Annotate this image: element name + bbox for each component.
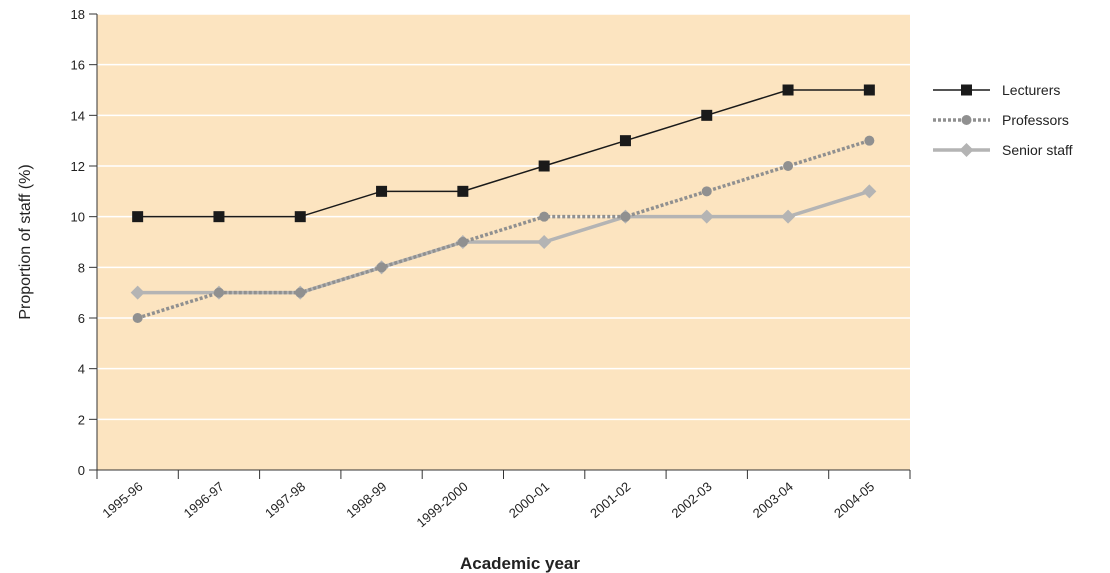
data-point (132, 211, 144, 223)
axes (89, 13, 911, 479)
legend-label: Lecturers (1002, 82, 1060, 98)
data-point (783, 161, 794, 171)
y-tick-label: 6 (78, 311, 85, 326)
data-point (537, 235, 552, 249)
legend-item: Lecturers (933, 82, 1060, 98)
series-group (130, 84, 877, 323)
x-tick-label: 2003-04 (750, 479, 796, 521)
data-point (457, 185, 469, 197)
x-axis-title: Academic year (460, 554, 580, 573)
legend-label: Professors (1002, 112, 1069, 128)
data-point (862, 184, 877, 199)
x-tick-label: 1996-97 (181, 479, 227, 521)
data-point (781, 209, 796, 224)
data-point (457, 237, 468, 247)
data-point (864, 135, 875, 146)
y-tick-labels: 0 2 4 6 8 10 12 14 16 18 (71, 7, 85, 478)
x-tick-label: 2000-01 (506, 479, 552, 521)
grid-lines (97, 13, 910, 421)
y-tick-label: 12 (71, 159, 85, 174)
x-tick-label: 1998-99 (343, 479, 389, 521)
data-point (213, 211, 225, 223)
series-line (137, 138, 870, 320)
legend-marker (961, 115, 972, 125)
x-tick-labels: 1995-96 1996-97 1997-98 1998-99 1999-2000 200… (99, 479, 877, 530)
y-tick-label: 4 (78, 362, 85, 377)
legend-marker (961, 84, 972, 96)
data-point (539, 211, 550, 222)
data-point (782, 84, 794, 96)
x-tick-label: 2002-03 (668, 479, 714, 521)
x-tick-label: 1999-2000 (414, 479, 471, 530)
y-tick-label: 16 (71, 58, 85, 73)
legend-item: Senior staff (933, 142, 1073, 158)
data-point (619, 135, 631, 147)
data-point (863, 84, 875, 96)
data-point (376, 185, 388, 197)
y-tick-label: 14 (71, 108, 85, 123)
data-point (701, 109, 713, 121)
data-point (294, 211, 306, 223)
x-tick-label: 1995-96 (99, 479, 145, 521)
data-point (699, 209, 714, 224)
data-point (620, 211, 631, 222)
y-tick-label: 2 (78, 412, 85, 427)
data-point (213, 287, 224, 298)
data-point (538, 160, 550, 172)
data-point (295, 287, 306, 298)
series-line (137, 89, 870, 218)
series-lecturers (132, 84, 875, 223)
y-tick-label: 0 (78, 463, 85, 478)
data-point (701, 186, 712, 197)
y-tick-label: 18 (71, 7, 85, 22)
data-point (376, 262, 387, 273)
legend-marker (959, 143, 974, 157)
x-tick-label: 1997-98 (262, 479, 308, 521)
legend-item: Professors (933, 112, 1069, 128)
legend: Lecturers Professors Senior staff (933, 82, 1073, 158)
y-axis-title: Proportion of staff (%) (17, 164, 34, 319)
data-point (130, 285, 145, 300)
data-point (132, 313, 143, 323)
x-tick-label: 2001-02 (587, 479, 633, 521)
y-tick-label: 8 (78, 260, 85, 275)
y-tick-label: 10 (71, 210, 85, 225)
x-tick-label: 2004-05 (831, 479, 877, 521)
legend-label: Senior staff (1002, 142, 1073, 158)
series-professors (132, 135, 875, 323)
